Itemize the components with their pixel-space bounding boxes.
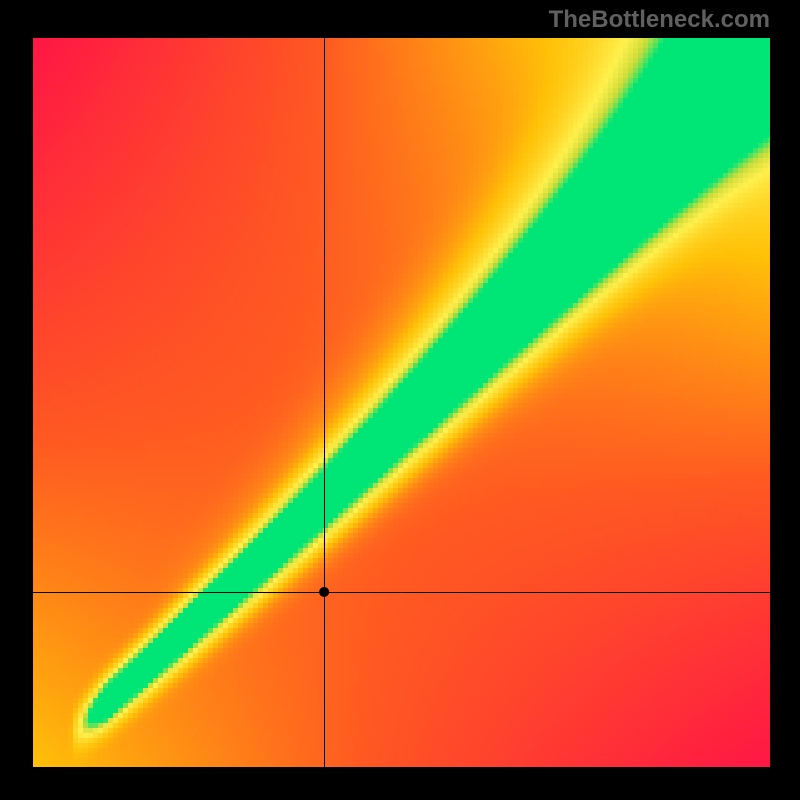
- watermark-text: TheBottleneck.com: [549, 6, 770, 34]
- bottleneck-heatmap-chart: [0, 0, 800, 800]
- chart-container: TheBottleneck.com: [0, 0, 800, 800]
